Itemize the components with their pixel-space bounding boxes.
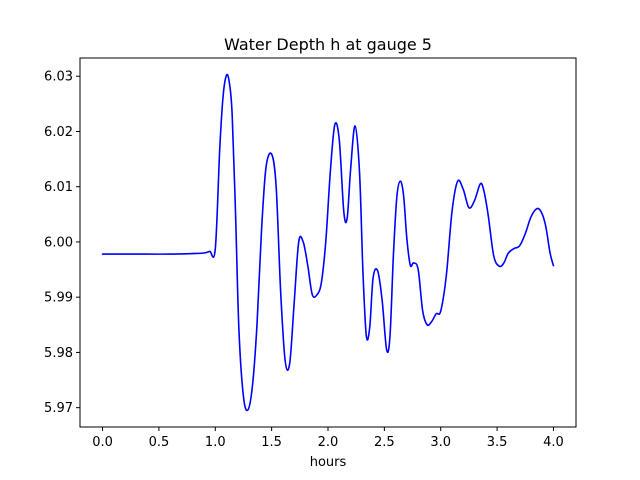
y-tick-label: 5.97 [44, 401, 73, 416]
y-tick-label: 5.98 [44, 346, 73, 361]
x-tick-label: 2.5 [374, 435, 395, 450]
x-tick-label: 3.0 [430, 435, 451, 450]
series-layer [101, 73, 555, 412]
y-tick-label: 6.03 [44, 70, 73, 85]
x-tick-label: 3.5 [487, 435, 508, 450]
x-tick-label: 1.5 [261, 435, 282, 450]
series-line [101, 73, 555, 412]
x-axis-label: hours [310, 455, 347, 470]
x-tick-label: 1.0 [205, 435, 226, 450]
y-axis-ticks: 5.97 5.98 5.99 6.00 6.01 6.02 6.03 [44, 70, 80, 416]
x-tick-label: 0.5 [149, 435, 170, 450]
y-tick-label: 6.00 [44, 235, 73, 250]
x-axis-ticks: 0.0 0.5 1.0 1.5 2.0 2.5 3.0 3.5 4.0 [92, 427, 564, 450]
x-tick-label: 0.0 [92, 435, 113, 450]
y-tick-label: 6.01 [44, 180, 73, 195]
y-tick-label: 5.99 [44, 291, 73, 306]
y-tick-label: 6.02 [44, 125, 73, 140]
x-tick-label: 2.0 [318, 435, 339, 450]
chart-title: Water Depth h at gauge 5 [224, 35, 432, 54]
x-tick-label: 4.0 [543, 435, 564, 450]
